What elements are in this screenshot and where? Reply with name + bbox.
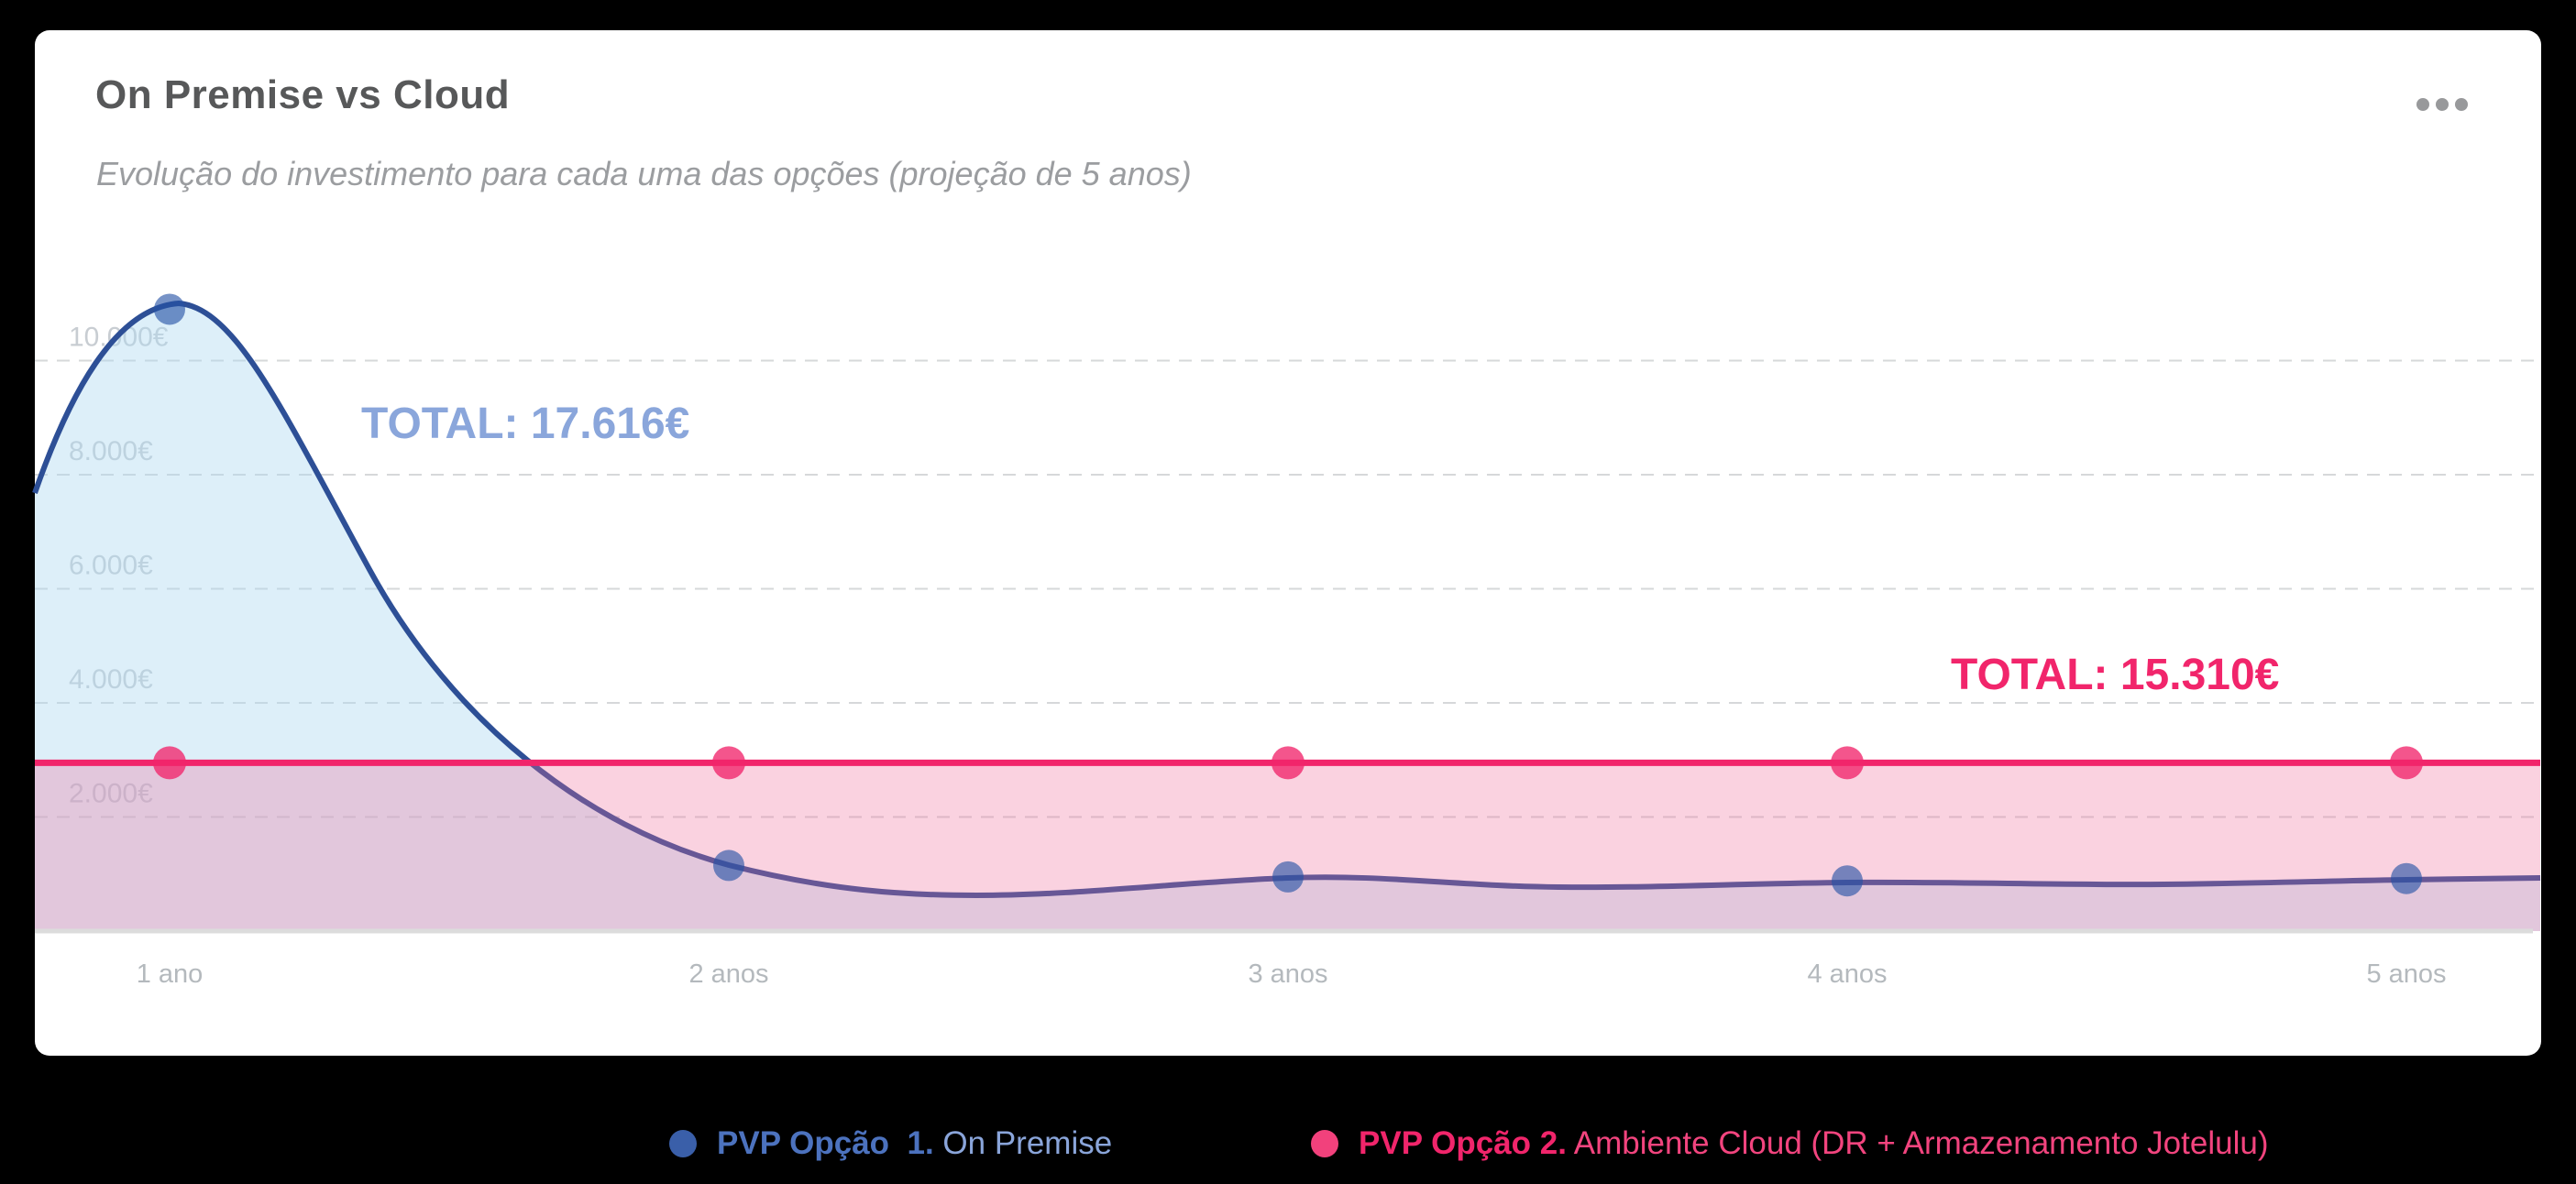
menu-dot: [2416, 98, 2429, 111]
x-axis-labels-group: 1 ano 2 anos 3 anos 4 anos 5 anos: [137, 959, 2447, 989]
x-axis-tick-label: 5 anos: [2366, 959, 2446, 989]
on-premise-total-label: TOTAL: 17.616€: [361, 400, 689, 448]
cloud-area-fill: [35, 762, 2540, 931]
cloud-point: [153, 746, 186, 780]
menu-dot: [2455, 98, 2468, 111]
on-premise-point: [1832, 865, 1863, 897]
chart-title: On Premise vs Cloud: [95, 72, 511, 117]
on-premise-legend-dot-icon: [669, 1130, 697, 1157]
legend-item-on-premise: PVP Opção 1. On Premise: [669, 1120, 1112, 1168]
y-axis-tick-label: 2.000€: [69, 779, 153, 809]
cloud-legend-dot-icon: [1311, 1130, 1338, 1157]
legend-label-on-premise: PVP Opção 1. On Premise: [717, 1125, 1113, 1161]
chart-legend: PVP Opção 1. On Premise PVP Opção 2. Amb…: [0, 1120, 2576, 1168]
y-axis-tick-label: 8.000€: [69, 436, 153, 466]
x-axis-tick-label: 3 anos: [1248, 959, 1327, 989]
x-axis-tick-label: 1 ano: [137, 959, 204, 989]
data-points-group: [153, 293, 2423, 897]
x-axis-tick-label: 2 anos: [688, 959, 768, 989]
chart-subtitle: Evolução do investimento para cada uma d…: [96, 155, 1192, 192]
y-axis-tick-label: 4.000€: [69, 664, 153, 695]
cloud-point: [1271, 746, 1305, 780]
cloud-point: [712, 746, 745, 780]
on-premise-area-fill: [35, 303, 2540, 931]
on-premise-point: [2391, 862, 2422, 894]
y-axis-tick-label: 6.000€: [69, 551, 153, 581]
legend-item-cloud: PVP Opção 2. Ambiente Cloud (DR + Armaze…: [1311, 1120, 2268, 1168]
gridlines-group: 10.000€8.000€6.000€4.000€2.000€: [35, 323, 2540, 818]
x-axis-tick-label: 4 anos: [1807, 959, 1887, 989]
cloud-point: [2390, 746, 2423, 780]
cloud-point: [1831, 746, 1864, 780]
on-premise-point: [1272, 861, 1304, 893]
ellipsis-menu-icon[interactable]: [2407, 89, 2477, 120]
cloud-total-label: TOTAL: 15.310€: [1951, 651, 2279, 699]
legend-label-cloud: PVP Opção 2. Ambiente Cloud (DR + Armaze…: [1359, 1125, 2269, 1161]
menu-dot: [2436, 98, 2449, 111]
on-premise-point: [154, 293, 185, 325]
on-premise-point: [713, 850, 744, 882]
cloud-series-group: [35, 759, 2540, 931]
on-premise-line: [32, 300, 2541, 899]
